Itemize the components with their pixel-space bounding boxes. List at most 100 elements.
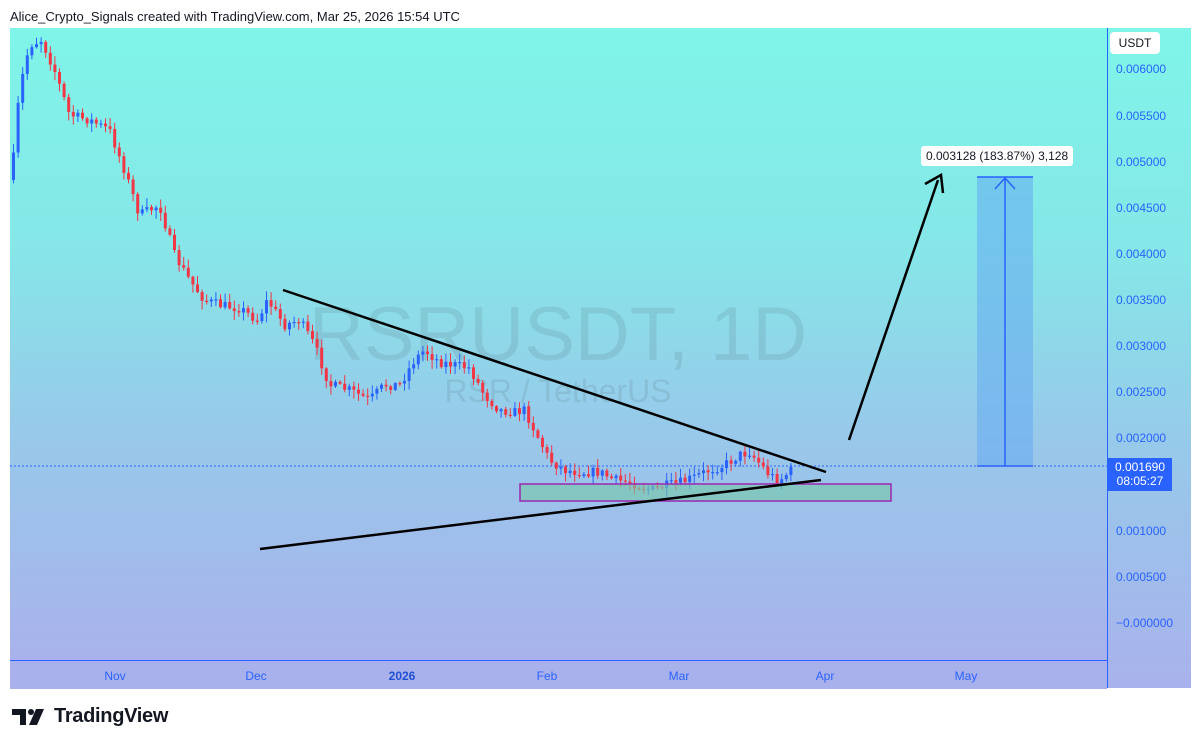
candle-body (306, 321, 310, 332)
candle-body (71, 111, 75, 117)
candle-body (453, 362, 457, 367)
candle-body (472, 367, 475, 379)
bar-countdown: 08:05:27 (1116, 474, 1164, 488)
candle-body (159, 207, 163, 213)
candle-body (324, 368, 328, 382)
candle-body (384, 384, 388, 387)
candle-body (16, 102, 20, 153)
candle-body (416, 354, 420, 365)
candle-body (449, 361, 452, 367)
price-label: 0.000500 (1116, 570, 1167, 584)
candle-body (775, 474, 779, 484)
candle-body (30, 47, 34, 56)
candle-body (725, 460, 728, 468)
candle-body (12, 152, 15, 180)
candle-body (265, 300, 268, 314)
candle-body (462, 362, 466, 369)
chart-pane[interactable] (10, 28, 1107, 660)
candle-body (600, 470, 604, 476)
candle-body (370, 393, 374, 397)
candle-body (577, 475, 581, 477)
projection-arrow[interactable] (847, 179, 940, 441)
candle-body (485, 392, 489, 402)
candle-body (499, 409, 503, 412)
price-axis[interactable] (1107, 28, 1191, 688)
candle-body (361, 393, 365, 396)
currency-selector[interactable]: USDT (1110, 32, 1160, 54)
candle-body (173, 234, 176, 251)
candle-body (122, 156, 126, 173)
candle-body (191, 276, 195, 285)
candle-body (214, 299, 218, 301)
candle-body (403, 380, 406, 384)
candle-body (44, 42, 48, 53)
tradingview-logo[interactable]: TradingView (12, 705, 168, 728)
candle-body (554, 462, 558, 469)
chart-header: Alice_Crypto_Signals created with Tradin… (10, 9, 460, 24)
candle-body (334, 381, 337, 387)
descending-trendline[interactable] (282, 288, 827, 474)
candle-body (761, 462, 765, 467)
candle-body (278, 309, 282, 319)
candle-body (269, 300, 273, 307)
candle-body (182, 265, 186, 268)
candle-body (743, 451, 747, 457)
candle-body (94, 119, 98, 124)
candle-body (21, 73, 25, 103)
arrow-head-icon (924, 172, 945, 194)
current-price-value: 0.001690 (1114, 460, 1166, 474)
measure-label: 0.003128 (183.87%) 3,128 (921, 146, 1074, 166)
candle-body (495, 406, 498, 412)
candle-body (674, 480, 678, 483)
time-axis[interactable]: Nov Dec 2026 Feb Mar Apr May (10, 660, 1107, 689)
time-label-dec: Dec (245, 669, 267, 683)
candle-body (527, 406, 531, 423)
candle-body (688, 475, 692, 483)
candle-body (752, 455, 756, 458)
price-label: 0.005000 (1116, 155, 1167, 169)
candle-body (297, 322, 301, 324)
candle-body (260, 313, 264, 322)
candle-body (467, 367, 471, 369)
candle-body (186, 267, 190, 277)
candle-body (564, 466, 567, 474)
candle-body (582, 474, 586, 477)
current-price-tag: 0.001690 08:05:27 (1108, 458, 1172, 491)
candle-body (715, 472, 719, 474)
candle-body (196, 284, 199, 293)
candle-body (338, 381, 342, 384)
candle-body (550, 452, 554, 463)
candle-body (76, 112, 80, 117)
candle-body (481, 382, 485, 393)
candle-body (398, 383, 402, 385)
candle-body (702, 470, 705, 474)
candle-body (320, 347, 324, 369)
price-label: 0.003000 (1116, 339, 1167, 353)
time-label-feb: Feb (536, 669, 558, 683)
candle-body (692, 474, 696, 476)
candle-body (200, 292, 204, 301)
candle-body (729, 460, 733, 464)
time-label-apr: Apr (815, 669, 835, 683)
candle-body (536, 430, 540, 438)
time-label-may: May (954, 669, 978, 683)
candle-body (127, 172, 130, 180)
candle-body (352, 386, 356, 390)
time-label-mar: Mar (668, 669, 690, 683)
support-zone[interactable] (519, 483, 892, 502)
candle-body (490, 401, 494, 407)
candle-body (108, 126, 112, 129)
ascending-trendline[interactable] (259, 478, 822, 551)
candle-body (435, 359, 439, 361)
candle-body (407, 368, 411, 381)
candle-body (748, 455, 751, 457)
candle-body (587, 474, 590, 477)
candle-body (104, 123, 107, 127)
candle-body (219, 299, 222, 308)
price-label: 0.001000 (1116, 524, 1167, 538)
candle-body (421, 351, 425, 355)
candle-body (780, 479, 784, 484)
candle-body (136, 194, 140, 214)
candle-body (67, 97, 71, 112)
candle-body (150, 207, 153, 211)
